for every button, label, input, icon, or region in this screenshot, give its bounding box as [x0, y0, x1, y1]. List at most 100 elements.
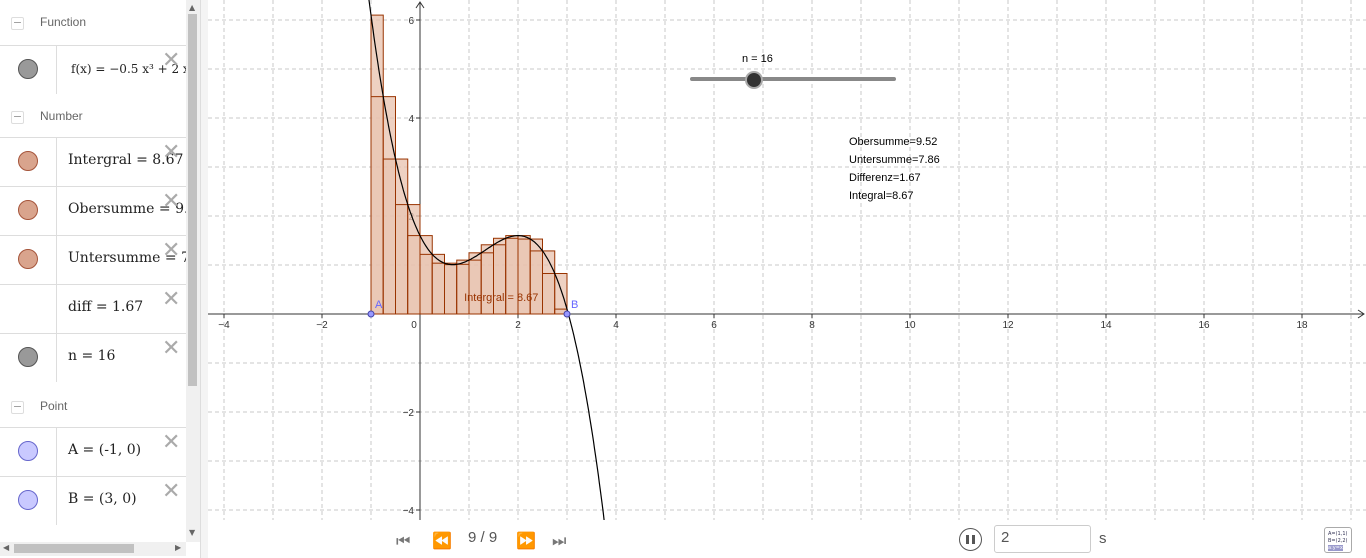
speed-unit: s — [1099, 530, 1107, 547]
marble-cell — [0, 187, 57, 235]
definition-diff[interactable]: diff = 1.67 — [68, 299, 144, 315]
lower-sum-bar — [468, 259, 482, 315]
scroll-thumb[interactable] — [14, 544, 134, 553]
slider-track[interactable] — [690, 77, 896, 81]
delete-icon[interactable]: ✕ — [162, 336, 181, 361]
delete-icon[interactable]: ✕ — [162, 140, 181, 165]
vertical-scrollbar[interactable]: ▲ ▼ — [186, 0, 200, 542]
lower-sum-bar — [456, 263, 470, 315]
group-function[interactable]: − Function — [0, 0, 186, 46]
lower-sum-bar — [370, 96, 384, 315]
marble-cell — [0, 334, 57, 382]
lower-sum-bar — [395, 204, 409, 315]
visibility-toggle-icon[interactable] — [18, 200, 38, 220]
y-tick-label: −2 — [403, 408, 415, 419]
lower-sum-bar — [480, 252, 494, 315]
algebra-toggle-icon[interactable]: A=(1,1) B=(2,2) a:y=x — [1324, 527, 1352, 553]
x-tick-label: 0 — [411, 320, 417, 331]
pause-icon-bar — [966, 535, 969, 544]
group-number[interactable]: − Number — [0, 94, 186, 140]
lower-sum-bar — [407, 235, 421, 315]
x-tick-label: 8 — [809, 320, 815, 331]
algebra-row-intergral[interactable]: Intergral = 8.67 ✕ — [0, 137, 186, 186]
y-tick-label: −4 — [403, 506, 415, 517]
definition-intergral[interactable]: Intergral = 8.67 — [68, 152, 184, 168]
info-obersumme: Obersumme=9.52 — [849, 136, 938, 148]
scroll-down-icon[interactable]: ▼ — [189, 528, 196, 537]
collapse-icon[interactable]: − — [11, 400, 24, 414]
last-step-icon[interactable]: ⏭ — [552, 531, 567, 550]
delete-icon[interactable]: ✕ — [162, 287, 181, 312]
icon-line: B=(2,2) — [1328, 538, 1348, 544]
visibility-toggle-icon[interactable] — [18, 441, 38, 461]
definition-n[interactable]: n = 16 — [68, 348, 116, 364]
algebra-row-untersumme[interactable]: Untersumme = 7.86 ✕ — [0, 235, 186, 284]
visibility-toggle-icon[interactable] — [18, 490, 38, 510]
group-title-function: Function — [40, 15, 87, 29]
definition-f[interactable]: f(x) = −0.5 x³ + 2 x — [71, 62, 186, 76]
scroll-right-icon[interactable]: ▶ — [175, 543, 182, 552]
marble-cell — [0, 477, 57, 525]
next-step-icon[interactable]: ⏩ — [516, 531, 536, 550]
collapse-icon[interactable]: − — [11, 16, 24, 30]
definition-A[interactable]: A = (-1, 0) — [68, 442, 142, 458]
point-label: A — [375, 299, 383, 311]
horizontal-scrollbar[interactable]: ◀ ▶ — [0, 542, 186, 556]
delete-icon[interactable]: ✕ — [162, 48, 181, 73]
y-tick-label: 4 — [408, 114, 414, 125]
visibility-toggle-icon[interactable] — [18, 151, 38, 171]
algebra-row-diff[interactable]: diff = 1.67 ✕ — [0, 284, 186, 333]
group-point[interactable]: − Point — [0, 384, 186, 430]
x-tick-label: 16 — [1198, 320, 1210, 331]
visibility-toggle-icon[interactable] — [18, 59, 38, 79]
visibility-toggle-icon[interactable] — [18, 347, 38, 367]
info-untersumme: Untersumme=7.86 — [849, 154, 940, 166]
lower-sum-bar — [444, 264, 458, 315]
point-marker — [367, 310, 375, 318]
previous-step-icon[interactable]: ⏪ — [432, 531, 452, 550]
group-title-point: Point — [40, 399, 68, 413]
x-tick-label: 12 — [1002, 320, 1014, 331]
x-tick-label: 2 — [515, 320, 521, 331]
delete-icon[interactable]: ✕ — [162, 238, 181, 263]
icon-line: a:y=x — [1328, 545, 1343, 551]
panel-divider[interactable] — [200, 0, 208, 558]
marble-cell — [0, 285, 57, 333]
lower-sum-bar — [542, 272, 556, 315]
scroll-thumb[interactable] — [188, 14, 197, 386]
algebra-row-f[interactable]: f(x) = −0.5 x³ + 2 x ✕ — [0, 45, 186, 94]
marble-cell — [0, 428, 57, 476]
definition-obersumme[interactable]: Obersumme = 9.52 — [68, 201, 186, 217]
speed-input[interactable]: 2 — [994, 525, 1091, 553]
x-tick-label: 14 — [1100, 320, 1112, 331]
algebra-view: − Function f(x) = −0.5 x³ + 2 x ✕ − Numb… — [0, 0, 186, 542]
marble-cell — [0, 236, 57, 284]
scroll-up-icon[interactable]: ▲ — [189, 3, 196, 12]
slider-knob[interactable] — [745, 71, 763, 89]
definition-untersumme[interactable]: Untersumme = 7.86 — [68, 250, 186, 266]
algebra-row-A[interactable]: A = (-1, 0) ✕ — [0, 427, 186, 476]
info-differenz: Differenz=1.67 — [849, 172, 921, 184]
algebra-row-obersumme[interactable]: Obersumme = 9.52 ✕ — [0, 186, 186, 235]
x-tick-label: 18 — [1296, 320, 1308, 331]
integral-label: Intergral = 8.67 — [464, 292, 538, 304]
pause-button[interactable] — [959, 528, 982, 551]
algebra-row-n[interactable]: n = 16 ✕ — [0, 333, 186, 382]
playback-toolbar: ⏮ ⏪ 9 / 9 ⏩ ⏭ 2 s A=(1,1) B=(2,2) a:y=x — [208, 520, 1366, 558]
definition-B[interactable]: B = (3, 0) — [68, 491, 137, 507]
delete-icon[interactable]: ✕ — [162, 430, 181, 455]
scroll-left-icon[interactable]: ◀ — [3, 543, 10, 552]
info-text: Obersumme=9.52 Untersumme=7.86 Differenz… — [849, 133, 940, 205]
point-marker — [563, 310, 571, 318]
delete-icon[interactable]: ✕ — [162, 479, 181, 504]
algebra-row-B[interactable]: B = (3, 0) ✕ — [0, 476, 186, 525]
delete-icon[interactable]: ✕ — [162, 189, 181, 214]
y-tick-label: 6 — [408, 16, 414, 27]
visibility-toggle-icon[interactable] — [18, 249, 38, 269]
collapse-icon[interactable]: − — [11, 110, 24, 124]
first-step-icon[interactable]: ⏮ — [396, 531, 411, 550]
icon-line: A=(1,1) — [1328, 531, 1348, 537]
